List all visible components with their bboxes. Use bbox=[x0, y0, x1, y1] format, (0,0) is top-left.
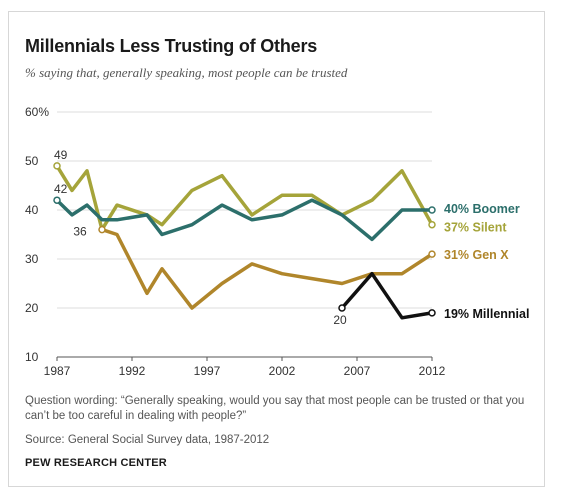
series-label-silent: 37% Silent bbox=[444, 221, 507, 235]
x-tick-label: 2002 bbox=[269, 364, 296, 378]
series-label-genx: 31% Gen X bbox=[444, 248, 509, 262]
series-end-point-silent bbox=[428, 220, 436, 229]
series-start-point-genx bbox=[98, 225, 106, 234]
y-tick-label: 30 bbox=[25, 252, 39, 266]
pew-logo-text: PEW RESEARCH CENTER bbox=[25, 457, 167, 469]
y-tick-label: 20 bbox=[25, 301, 39, 315]
series-line-boomer bbox=[55, 198, 434, 242]
data-label: 49 bbox=[54, 148, 68, 162]
data-label: 42 bbox=[54, 182, 68, 196]
x-tick-label: 2007 bbox=[344, 364, 371, 378]
series-start-point-millennial bbox=[338, 304, 346, 312]
line-chart: 60% 50 40 30 20 10 1987 1992 1997 2002 2007 2012 37%… bbox=[25, 105, 529, 378]
y-tick-label: 50 bbox=[25, 154, 39, 168]
series-start-point-boomer bbox=[53, 196, 61, 204]
data-label: 36 bbox=[73, 225, 87, 239]
x-tick-label: 1987 bbox=[44, 364, 71, 378]
series-line-genx bbox=[100, 227, 434, 310]
chart-subtitle: % saying that, generally speaking, most … bbox=[25, 65, 348, 80]
series-line-millennial bbox=[340, 271, 434, 320]
x-tick-label: 1992 bbox=[119, 364, 146, 378]
y-tick-label: 40 bbox=[25, 203, 39, 217]
question-wording: Question wording: “Generally speaking, w… bbox=[25, 395, 525, 422]
x-tick-label: 2012 bbox=[419, 364, 446, 378]
series-end-point-millennial bbox=[428, 309, 436, 317]
y-tick-label: 60% bbox=[25, 105, 49, 119]
series-label-boomer: 40% Boomer bbox=[444, 202, 520, 216]
series-start-point-silent bbox=[53, 162, 61, 170]
series-line-silent bbox=[55, 164, 434, 232]
chart-frame bbox=[8, 11, 545, 487]
chart-title: Millennials Less Trusting of Others bbox=[25, 36, 318, 56]
series-end-point-genx bbox=[428, 250, 436, 258]
series-label-millennial: 19% Millennial bbox=[444, 307, 529, 321]
series-end-point-boomer bbox=[428, 206, 436, 214]
data-label: 20 bbox=[333, 313, 347, 327]
source-note: Source: General Social Survey data, 1987… bbox=[25, 434, 270, 446]
x-tick-label: 1997 bbox=[194, 364, 221, 378]
y-tick-label: 10 bbox=[25, 350, 39, 364]
